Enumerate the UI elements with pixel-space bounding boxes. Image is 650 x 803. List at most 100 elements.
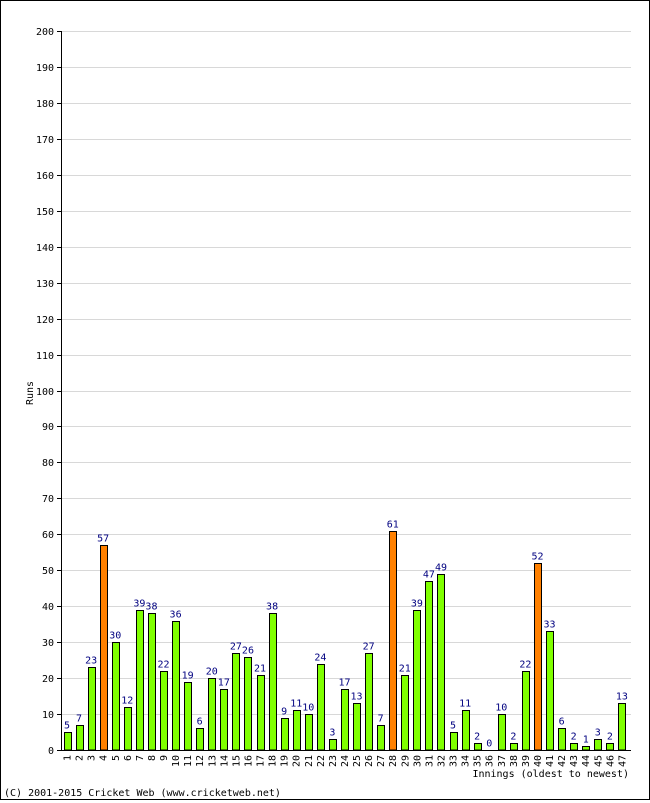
grid-lines [61,31,631,715]
bar [341,689,349,751]
bar [64,732,72,751]
x-tick-label: 21 [304,755,315,767]
y-tick-label: 70 [42,494,54,505]
x-tick-label: 2 [75,755,86,761]
bar-value-label: 11 [290,699,302,710]
bar [196,728,204,751]
bar [257,675,265,751]
y-tick-label: 200 [36,27,54,38]
y-tick-label: 100 [36,387,54,398]
x-tick-label: 47 [617,755,628,767]
bar-value-label: 20 [206,667,218,678]
bar [88,667,96,751]
bar-value-label: 47 [423,570,435,581]
y-axis-ticks: 0 10 20 30 40 50 60 70 80 90 100 110 120 130 140 150 160… [36,27,61,757]
bar [510,743,518,751]
y-tick-label: 10 [42,710,54,721]
bar-value-label: 49 [435,563,447,574]
y-tick-label: 60 [42,530,54,541]
bar-value-label: 39 [133,599,145,610]
bar [184,682,192,751]
bar [244,657,252,751]
x-tick-label: 1 [63,755,74,761]
y-tick-label: 50 [42,566,54,577]
bar [329,739,337,751]
bar [76,725,84,751]
x-tick-label: 4 [99,755,110,761]
x-tick-label: 19 [280,755,291,767]
bar-value-label: 27 [230,642,242,653]
bar [534,563,542,751]
bar-value-label: 27 [363,642,375,653]
x-tick-label: 34 [461,755,472,767]
bar [618,703,626,751]
bar [389,531,397,751]
bar [100,545,108,751]
bar-value-label: 6 [197,717,203,728]
x-tick-label: 37 [497,755,508,767]
bar-value-label: 39 [411,599,423,610]
bar-value-label: 24 [314,653,326,664]
bar-value-label: 2 [571,732,577,743]
x-axis-ticks: 1 2 3 4 5 6 7 8 9 10 11 12 13 14 15 16 17 18 19 20 21 22 23 24 2… [63,755,629,767]
bar-value-label: 22 [519,660,531,671]
bar [148,613,156,751]
bar-value-label: 2 [607,732,613,743]
bar [208,678,216,751]
y-tick-label: 120 [36,315,54,326]
x-tick-label: 7 [135,755,146,761]
bar-value-label: 38 [266,602,278,613]
bars [64,531,626,751]
bar-value-label: 5 [450,721,456,732]
bar-value-label: 13 [351,692,363,703]
bar [353,703,361,751]
x-tick-label: 38 [509,755,520,767]
x-tick-label: 20 [292,755,303,767]
x-tick-label: 8 [147,755,158,761]
bar [317,664,325,751]
bar-value-label: 61 [387,520,399,531]
bar [558,728,566,751]
bar-value-label: 17 [218,678,230,689]
x-tick-label: 42 [557,755,568,767]
x-tick-label: 11 [183,755,194,767]
bar [462,710,470,751]
x-tick-label: 15 [231,755,242,767]
y-tick-label: 150 [36,207,54,218]
y-tick-label: 110 [36,351,54,362]
y-tick-label: 160 [36,171,54,182]
bar [437,574,445,751]
bar-value-label: 12 [121,696,133,707]
bar-value-label: 7 [378,714,384,725]
bar-value-label: 7 [76,714,82,725]
y-tick-label: 0 [48,746,54,757]
bar [172,621,180,751]
x-tick-label: 17 [256,755,267,767]
x-tick-label: 39 [521,755,532,767]
bar [220,689,228,751]
x-tick-label: 16 [243,755,254,767]
bar [474,743,482,751]
x-tick-label: 18 [268,755,279,767]
x-tick-label: 22 [316,755,327,767]
x-axis-label: Innings (oldest to newest) [472,769,629,780]
bar-value-label: 30 [109,631,121,642]
bar [606,743,614,751]
x-tick-label: 23 [328,755,339,767]
bar-value-label: 57 [97,534,109,545]
x-tick-label: 14 [219,755,230,767]
y-tick-label: 130 [36,279,54,290]
x-tick-label: 24 [340,755,351,767]
y-tick-label: 170 [36,135,54,146]
x-tick-label: 10 [171,755,182,767]
bar-value-label: 33 [544,620,556,631]
y-tick-label: 190 [36,63,54,74]
x-tick-label: 36 [485,755,496,767]
bar-value-label: 3 [595,728,601,739]
bar-value-label: 9 [281,707,287,718]
y-tick-label: 180 [36,99,54,110]
bar [160,671,168,751]
bar [305,714,313,751]
